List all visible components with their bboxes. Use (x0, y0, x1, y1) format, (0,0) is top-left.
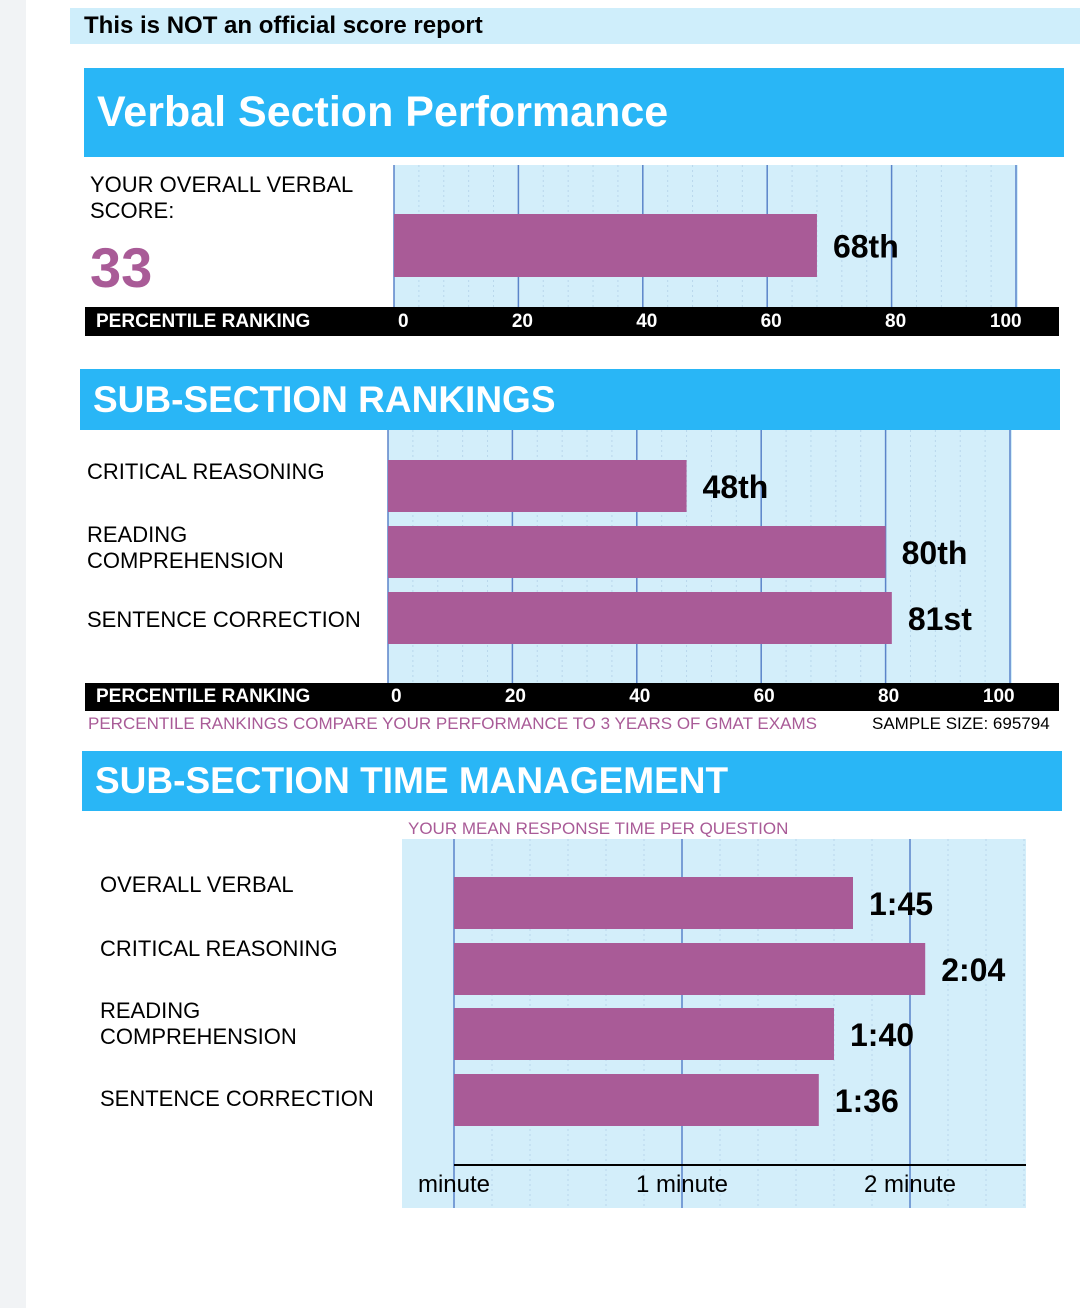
time-tick-label-minute: minute (417, 1171, 491, 1198)
subsection-rankings-title: SUB-SECTION RANKINGS (80, 369, 1060, 430)
row-label-sentence-correction: SENTENCE CORRECTION (87, 607, 361, 632)
data-label-overall-verbal: 1:45 (869, 886, 933, 922)
time-label-reading-comprehension: READING COMPREHENSION (100, 998, 297, 1049)
tick-label-100: 100 (989, 311, 1022, 332)
bar-reading-comprehension (388, 526, 886, 578)
unofficial-notice: This is NOT an official score report (70, 8, 1080, 44)
time-management-chart: 1:452:04 1:40 1:36 (402, 839, 1026, 1208)
overall-verbal-score: 33 (90, 236, 153, 299)
percentile-footnote: PERCENTILE RANKINGS COMPARE YOUR PERFORM… (88, 714, 817, 733)
data-label-sentence-correction: 1:36 (835, 1083, 899, 1119)
tick-label-40: 40 (636, 311, 658, 332)
bar-sentence-correction (388, 592, 892, 644)
overall-score-label: YOUR OVERALL VERBAL SCORE: (90, 172, 354, 223)
data-label-reading-comprehension: 1:40 (850, 1017, 914, 1053)
tick-label-60: 60 (760, 311, 782, 332)
bar-critical-reasoning (388, 460, 687, 512)
row-label-reading-comprehension: READING COMPREHENSION (87, 522, 284, 573)
bar-overall-verbal (454, 877, 853, 929)
axis-label: PERCENTILE RANKING (96, 686, 311, 707)
tick-label-0: 0 (391, 686, 402, 707)
tick-label-100: 100 (982, 686, 1015, 707)
sample-size: SAMPLE SIZE: 695794 (872, 714, 1050, 733)
verbal-section-title: Verbal Section Performance (84, 68, 1064, 157)
time-label-critical-reasoning: CRITICAL REASONING (100, 936, 338, 961)
bar-your-overall-verbal-score (394, 214, 817, 277)
time-tick-label-1-minute: 1 minute (635, 1171, 729, 1198)
time-tick-label-2-minute: 2 minute (863, 1171, 957, 1198)
tick-label-80: 80 (878, 686, 900, 707)
data-label-reading-comprehension: 80th (902, 535, 968, 571)
data-label-critical-reasoning: 2:04 (941, 952, 1005, 988)
percentile-axis: PERCENTILE RANKING 0 20 40 60 80 100 (85, 307, 1059, 336)
tick-label-40: 40 (629, 686, 651, 707)
tick-label-20: 20 (511, 311, 533, 332)
tick-label-0: 0 (398, 311, 409, 332)
time-chart-subtitle: YOUR MEAN RESPONSE TIME PER QUESTION (408, 819, 789, 838)
verbal-percentile-chart: 68th (393, 165, 1018, 308)
subsection-rankings-chart: 48th 80th 81st (387, 430, 1012, 683)
time-label-sentence-correction: SENTENCE CORRECTION (100, 1086, 374, 1111)
tick-label-20: 20 (504, 686, 526, 707)
row-label-critical-reasoning: CRITICAL REASONING (87, 459, 325, 484)
axis-label: PERCENTILE RANKING (96, 311, 311, 332)
data-label-your-overall-verbal-score: 68th (833, 229, 899, 265)
tick-label-80: 80 (885, 311, 907, 332)
data-label-critical-reasoning: 48th (703, 469, 769, 505)
time-label-overall-verbal: OVERALL VERBAL (100, 872, 294, 897)
bar-sentence-correction (454, 1074, 819, 1126)
time-management-title: SUB-SECTION TIME MANAGEMENT (82, 751, 1062, 811)
bar-reading-comprehension (454, 1008, 834, 1060)
data-label-sentence-correction: 81st (908, 601, 972, 637)
percentile-axis: PERCENTILE RANKING 0 20 40 60 80 100 (85, 683, 1059, 711)
bar-critical-reasoning (454, 943, 926, 995)
tick-label-60: 60 (753, 686, 775, 707)
